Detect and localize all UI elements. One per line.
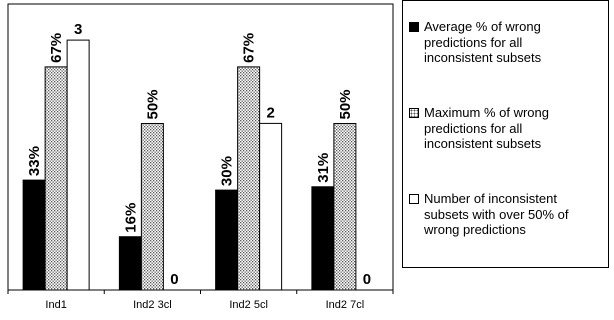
category-label: Ind2 7cl [326,299,365,311]
legend-label-maximum: Maximum % of wrong predictions for all i… [424,105,549,151]
data-label: 31% [315,153,332,183]
data-label: 2 [266,104,274,121]
bar [44,66,68,291]
legend-swatch-dotted [409,108,419,118]
bar [237,66,261,291]
legend: Average % of wrong predictions for all i… [402,0,609,268]
category-label: Ind1 [45,299,66,311]
bar [22,179,46,291]
legend-swatch-white [409,194,419,204]
bar [333,123,357,291]
data-label: 0 [363,271,371,288]
data-label: 16% [122,203,139,233]
bar [140,123,164,291]
data-label: 67% [48,33,65,63]
legend-label-count: Number of inconsistent subsets with over… [424,191,569,237]
data-label: 50% [144,89,161,119]
data-label: 67% [241,33,258,63]
bar [311,186,335,291]
bar [215,189,239,291]
bar [259,122,283,291]
data-label: 50% [337,89,354,119]
category-label: Ind2 5cl [229,299,268,311]
legend-swatch-black [409,22,419,32]
data-label: 0 [170,271,178,288]
bar [118,236,142,291]
bar [66,39,90,291]
chart: 33% 67% 3 16% 50% 0 30% 67% 2 31% 50% 0 Ind1 Ind2 3c… [7,3,394,311]
data-label: 30% [219,156,236,186]
category-label: Ind2 3cl [133,299,172,311]
legend-label-average: Average % of wrong predictions for all i… [424,19,542,65]
data-label: 3 [74,21,82,38]
data-label: 33% [26,146,43,176]
